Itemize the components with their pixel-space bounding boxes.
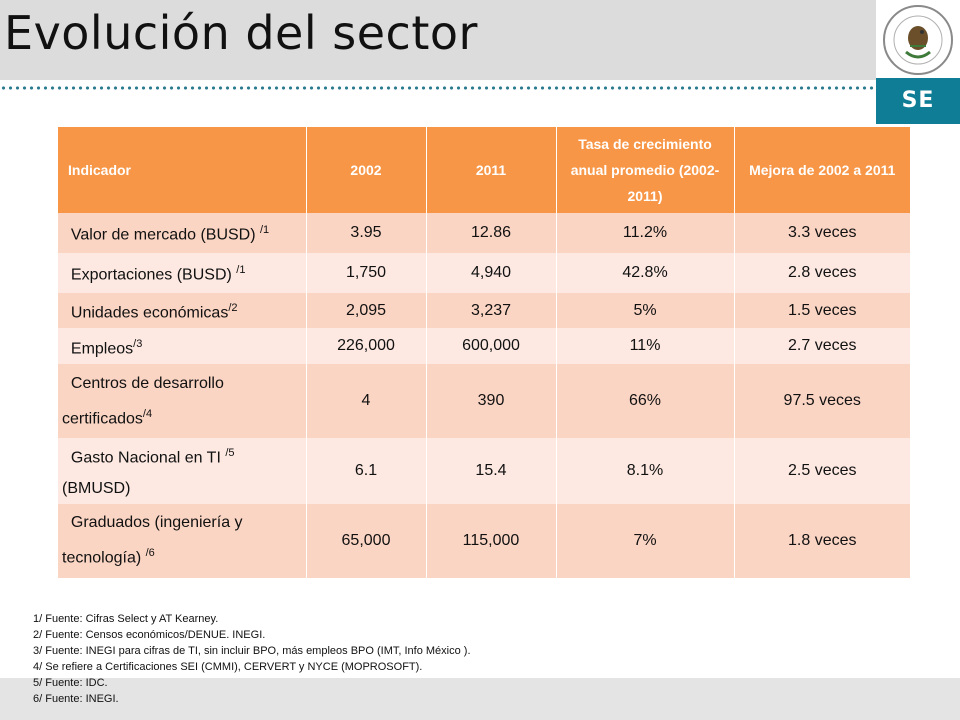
header-indicator: Indicador <box>58 127 307 213</box>
page-title: Evolución del sector <box>4 6 478 60</box>
footnote-ref: /1 <box>260 224 270 237</box>
value-2011: 12.86 <box>426 213 557 253</box>
sector-table: Indicador 2002 2011 Tasa de crecimiento … <box>58 127 910 578</box>
improvement-value: 1.8 veces <box>734 503 910 578</box>
mexican-seal-icon <box>883 5 953 75</box>
table-row: Gasto Nacional en TI /5 (BMUSD) 6.1 15.4 … <box>58 438 910 504</box>
growth-value: 11.2% <box>556 213 735 253</box>
value-2002: 6.1 <box>306 438 427 504</box>
improvement-value: 1.5 veces <box>734 293 910 329</box>
dotted-divider <box>0 86 876 90</box>
value-2011: 3,237 <box>426 293 557 329</box>
value-2002: 1,750 <box>306 253 427 293</box>
value-2002: 226,000 <box>306 328 427 365</box>
footer-band <box>0 678 960 720</box>
header-improvement: Mejora de 2002 a 2011 <box>734 127 910 213</box>
footnote: 6/ Fuente: INEGI. <box>33 693 119 705</box>
growth-value: 42.8% <box>556 253 735 293</box>
footnote-ref: /2 <box>228 302 238 314</box>
table-row: Graduados (ingeniería y tecnología) /6 6… <box>58 503 910 578</box>
indicator-unit: (BMUSD) <box>62 479 131 497</box>
indicator-label: Unidades económicas <box>70 304 229 322</box>
improvement-value: 2.7 veces <box>734 328 910 365</box>
indicator-label: Exportaciones (BUSD) <box>70 266 232 284</box>
footnote-ref: /5 <box>225 447 235 460</box>
footnotes: 1/ Fuente: Cifras Select y AT Kearney. 2… <box>33 611 633 707</box>
indicator-cell: Valor de mercado (BUSD) /1 <box>58 213 307 253</box>
header-growth: Tasa de crecimiento anual promedio (2002… <box>556 127 735 213</box>
improvement-value: 97.5 veces <box>734 364 910 439</box>
indicator-label: Gasto Nacional en TI <box>70 449 221 467</box>
table-row: Valor de mercado (BUSD) /1 3.95 12.86 11… <box>58 213 910 253</box>
indicator-cell: Unidades económicas/2 <box>58 293 307 329</box>
footnote: 5/ Fuente: IDC. <box>33 677 108 689</box>
header-2011: 2011 <box>426 127 557 213</box>
header-2002: 2002 <box>306 127 427 213</box>
value-2011: 600,000 <box>426 328 557 365</box>
footnote: 3/ Fuente: INEGI para cifras de TI, sin … <box>33 645 471 657</box>
indicator-cell: Gasto Nacional en TI /5 (BMUSD) <box>58 438 307 504</box>
value-2011: 4,940 <box>426 253 557 293</box>
indicator-label: Centros de desarrollo certificados <box>62 374 224 427</box>
table-row: Unidades económicas/2 2,095 3,237 5% 1.5… <box>58 293 910 329</box>
indicator-cell: Centros de desarrollo certificados/4 <box>58 364 307 439</box>
table-row: Empleos/3 226,000 600,000 11% 2.7 veces <box>58 328 910 365</box>
footnote-ref: /6 <box>145 546 155 559</box>
value-2011: 115,000 <box>426 503 557 578</box>
footnote: 4/ Se refiere a Certificaciones SEI (CMM… <box>33 661 423 673</box>
indicator-cell: Empleos/3 <box>58 328 307 365</box>
footnote: 2/ Fuente: Censos económicos/DENUE. INEG… <box>33 629 266 641</box>
indicator-label: Graduados (ingeniería y tecnología) <box>62 513 243 567</box>
improvement-value: 2.8 veces <box>734 253 910 293</box>
value-2002: 2,095 <box>306 293 427 329</box>
indicator-label: Valor de mercado (BUSD) <box>70 226 256 244</box>
indicator-label: Empleos <box>70 339 134 357</box>
footnote-ref: /4 <box>142 407 153 420</box>
improvement-value: 3.3 veces <box>734 213 910 253</box>
value-2002: 3.95 <box>306 213 427 253</box>
value-2002: 65,000 <box>306 503 427 578</box>
indicator-cell: Graduados (ingeniería y tecnología) /6 <box>58 503 307 578</box>
footnote: 1/ Fuente: Cifras Select y AT Kearney. <box>33 613 219 625</box>
value-2002: 4 <box>306 364 427 439</box>
table-row: Centros de desarrollo certificados/4 4 3… <box>58 364 910 439</box>
footnote-ref: /1 <box>236 264 246 277</box>
se-badge: SE <box>876 78 960 124</box>
growth-value: 8.1% <box>556 438 735 504</box>
value-2011: 390 <box>426 364 557 439</box>
growth-value: 11% <box>556 328 735 365</box>
footnote-ref: /3 <box>133 337 143 350</box>
growth-value: 7% <box>556 503 735 578</box>
value-2011: 15.4 <box>426 438 557 504</box>
table-row: Exportaciones (BUSD) /1 1,750 4,940 42.8… <box>58 253 910 293</box>
title-bar: Evolución del sector <box>0 0 876 80</box>
growth-value: 66% <box>556 364 735 439</box>
indicator-cell: Exportaciones (BUSD) /1 <box>58 253 307 293</box>
growth-value: 5% <box>556 293 735 329</box>
se-logo-text: SE <box>901 88 935 113</box>
improvement-value: 2.5 veces <box>734 438 910 504</box>
